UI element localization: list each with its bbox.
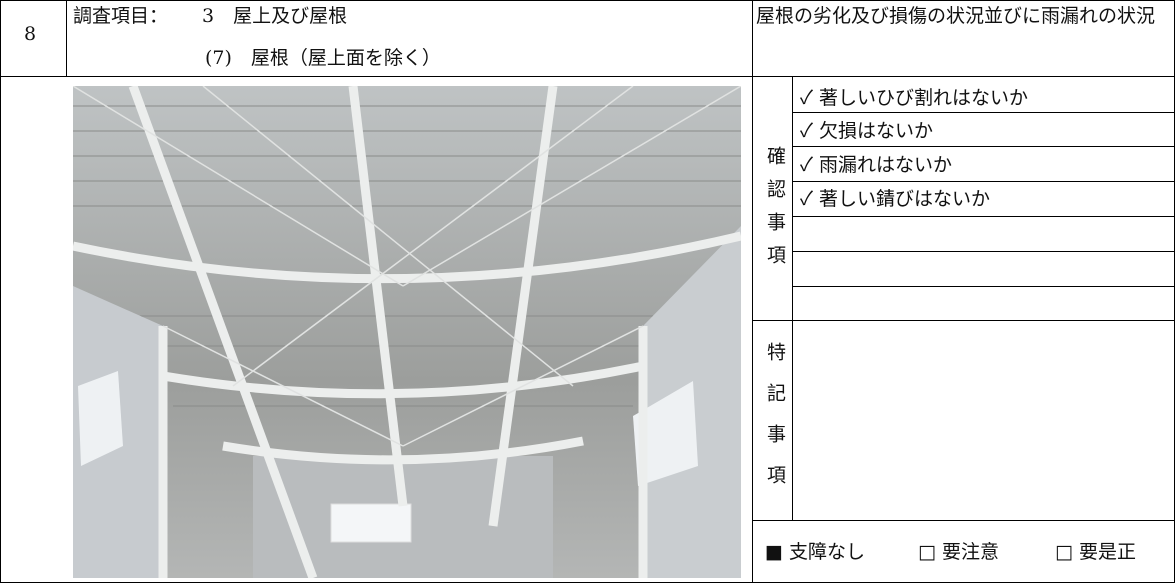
check-item: ✓ 雨漏れはないか xyxy=(800,154,953,176)
item-label: 調査項目： xyxy=(73,5,169,27)
check-item: ✓ 著しい錆びはないか xyxy=(800,188,991,210)
status-option: □ 要注意 xyxy=(918,541,999,563)
check-item: ✓ 著しいひび割れはないか xyxy=(800,87,1029,109)
item-line: (7) 屋根（屋上面を除く） xyxy=(205,47,441,69)
item-line: 3 屋上及び屋根 xyxy=(202,5,348,27)
check-item: ✓ 欠損はないか xyxy=(800,120,934,142)
roof-photo xyxy=(73,86,741,578)
status-option: □ 要是正 xyxy=(1055,541,1136,563)
check-label: 確認事項 xyxy=(764,146,786,278)
item-description: 屋根の劣化及び損傷の状況並びに雨漏れの状況 xyxy=(756,5,1156,27)
remarks-label: 特記事項 xyxy=(764,342,786,506)
status-option: ■ 支障なし xyxy=(765,541,865,563)
row-number: 8 xyxy=(24,23,37,45)
